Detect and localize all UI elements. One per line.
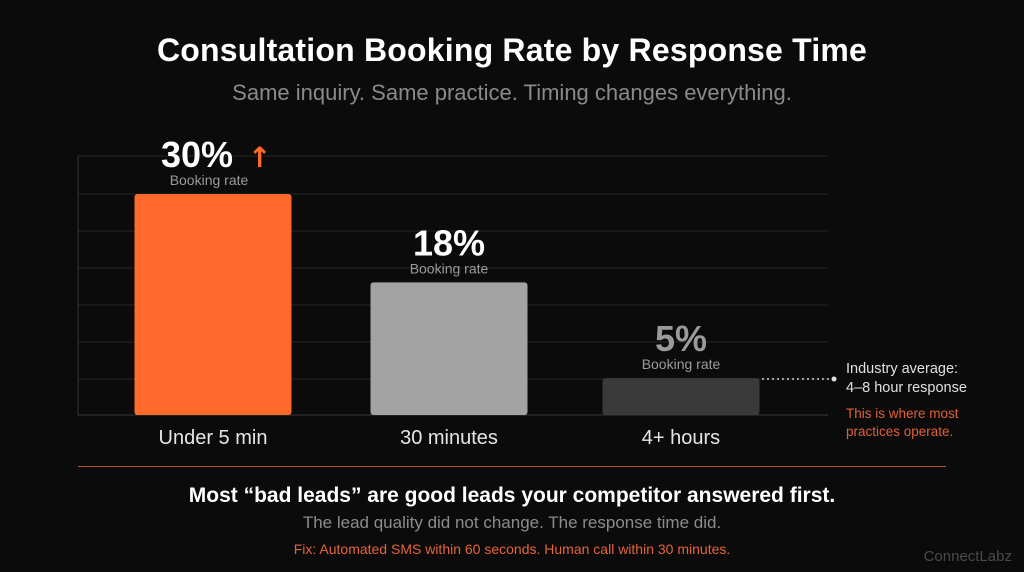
industry-average-value: 4–8 hour response bbox=[846, 380, 967, 396]
bar-1 bbox=[370, 282, 528, 415]
industry-average-label: Industry average: bbox=[846, 361, 959, 377]
key-takeaway: Most “bad leads” are good leads your com… bbox=[188, 484, 836, 507]
value-label-1: 18% bbox=[413, 222, 485, 263]
up-arrow-icon: ↑ bbox=[248, 141, 271, 174]
takeaway-explanation: The lead quality did not change. The res… bbox=[302, 513, 722, 532]
fix-recommendation: Fix: Automated SMS within 60 seconds. Hu… bbox=[293, 541, 731, 557]
chart-subtitle: Same inquiry. Same practice. Timing chan… bbox=[232, 80, 792, 105]
annotation-dot bbox=[831, 376, 837, 382]
section-divider bbox=[78, 466, 946, 467]
booking-rate-label-0: Booking rate bbox=[170, 172, 249, 188]
brand-watermark: ConnectLabz bbox=[923, 548, 1012, 565]
bar-0 bbox=[134, 194, 292, 415]
value-label-0: 30% bbox=[161, 134, 233, 175]
value-label-2: 5% bbox=[655, 318, 707, 359]
category-label-1: 30 minutes bbox=[400, 427, 498, 449]
industry-note-line2: practices operate. bbox=[846, 424, 954, 439]
booking-rate-label-1: Booking rate bbox=[410, 260, 489, 276]
industry-note-line1: This is where most bbox=[846, 406, 959, 421]
category-label-2: 4+ hours bbox=[642, 427, 720, 449]
bar-2 bbox=[602, 378, 760, 415]
category-label-0: Under 5 min bbox=[159, 427, 268, 449]
booking-rate-label-2: Booking rate bbox=[642, 356, 721, 372]
chart-title: Consultation Booking Rate by Response Ti… bbox=[156, 32, 868, 68]
